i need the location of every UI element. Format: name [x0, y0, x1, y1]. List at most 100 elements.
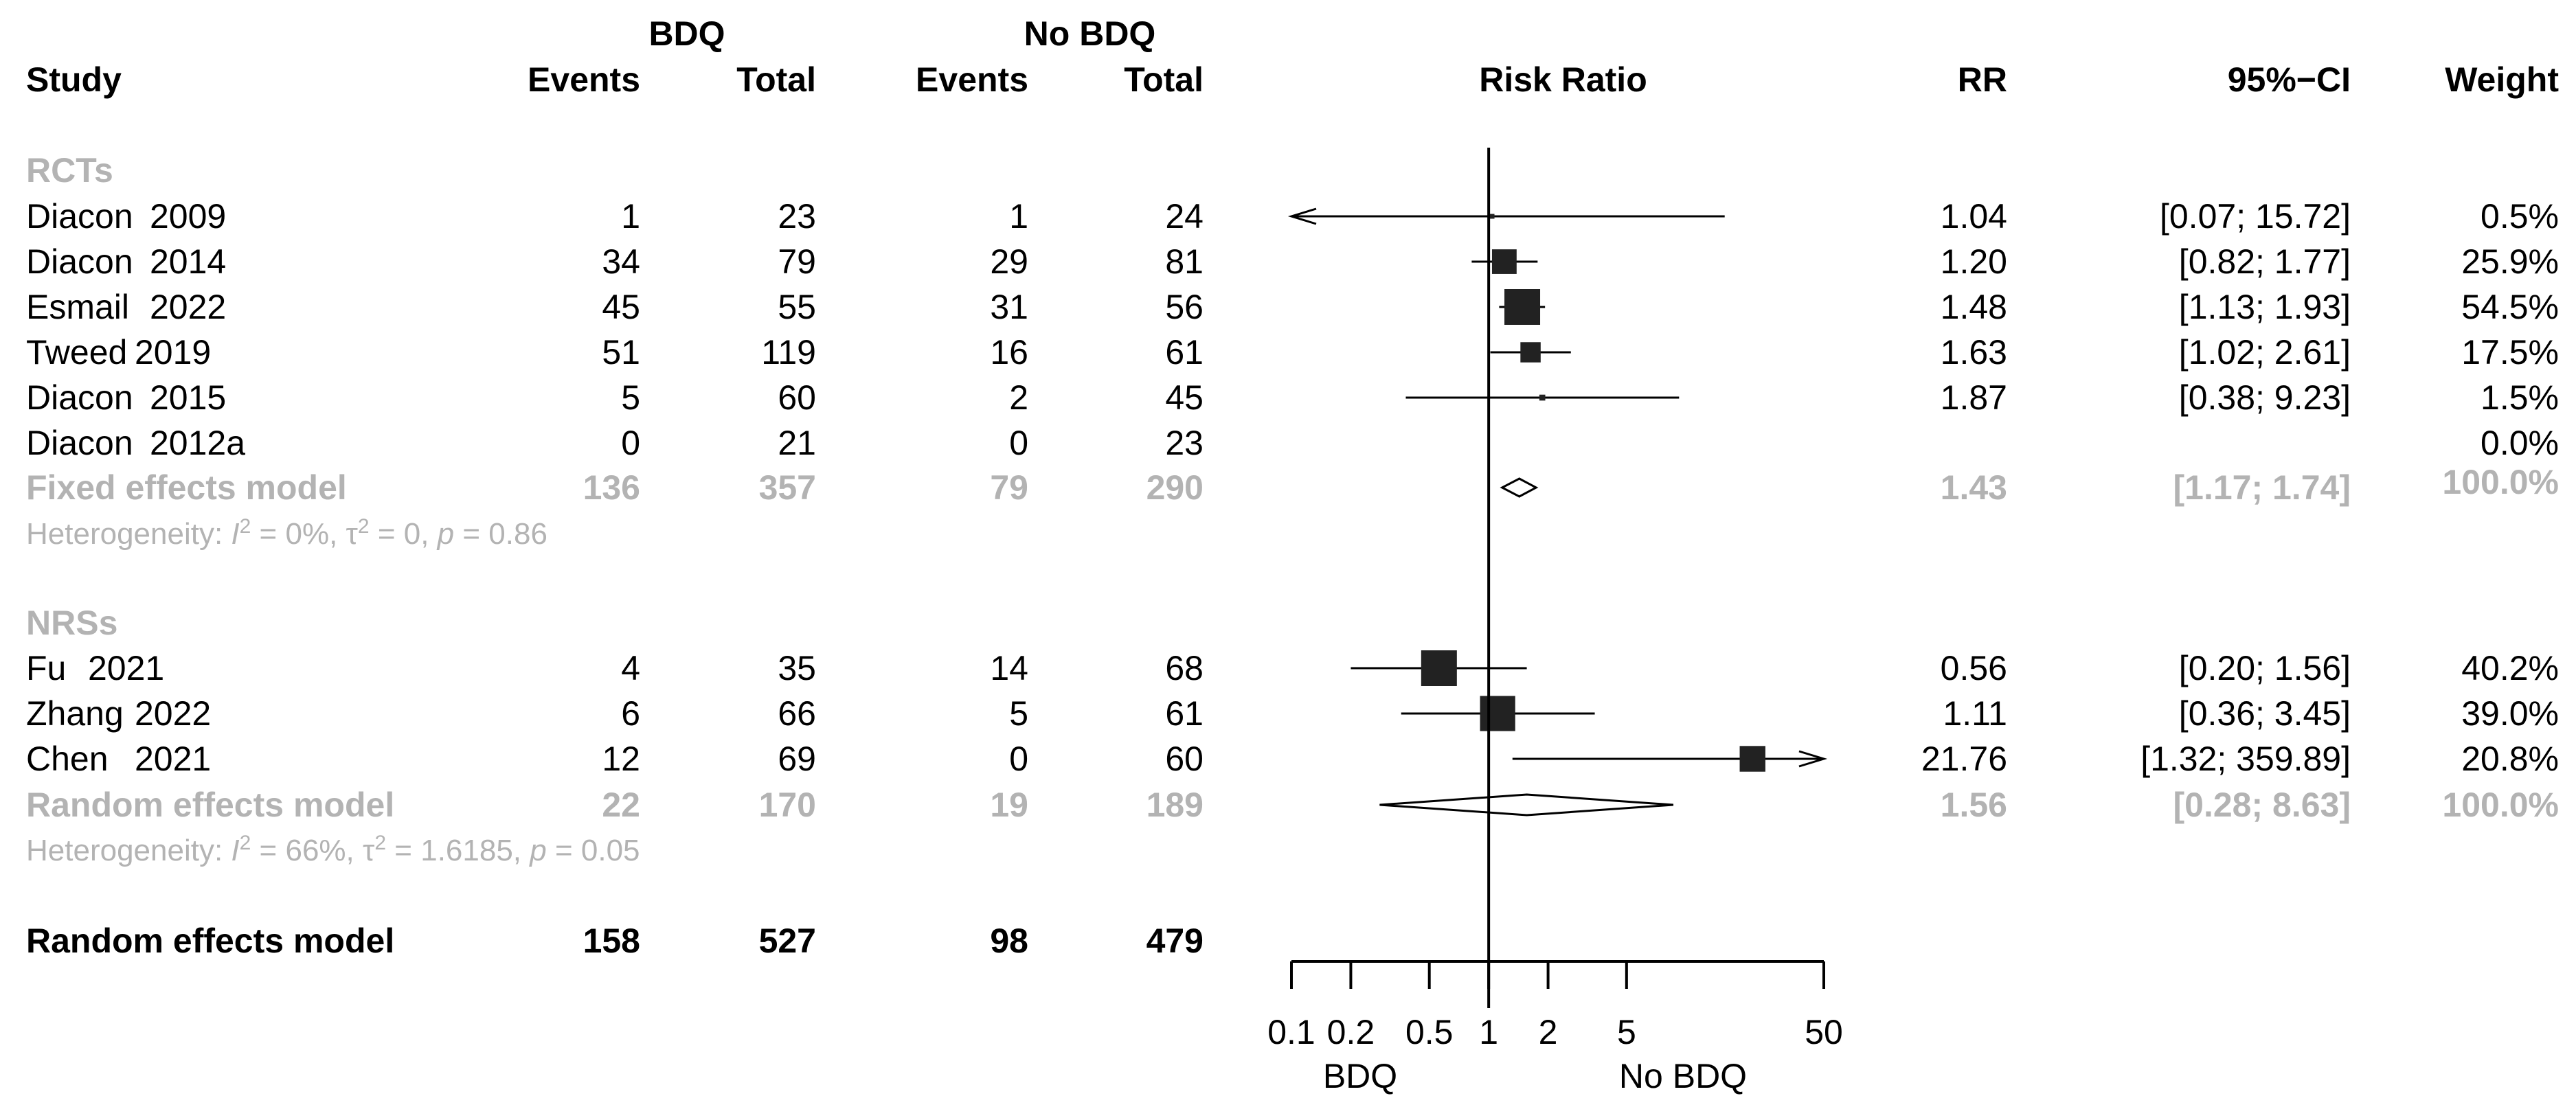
heterogeneity-text: Heterogeneity: I2 = 0%, τ2 = 0, p = 0.86	[26, 515, 547, 551]
subgroup-summary-events2: 79	[990, 468, 1028, 507]
study-name: Diacon	[26, 378, 133, 417]
overall-total1: 527	[759, 922, 816, 960]
heterogeneity-part: = 0,	[370, 517, 438, 551]
subgroup-summary-label: Fixed effects model	[26, 468, 347, 507]
study-events2: 0	[1009, 424, 1028, 462]
study-events2: 14	[990, 649, 1028, 687]
study-total2: 68	[1165, 649, 1204, 687]
study-rr: 1.63	[1941, 333, 2007, 372]
subgroup-summary-weight: 100.0%	[2442, 786, 2559, 824]
study-events2: 29	[990, 242, 1028, 281]
study-total1: 69	[778, 740, 816, 778]
summary-diamond	[1500, 477, 1539, 498]
study-total2: 56	[1165, 288, 1204, 326]
study-rr: 1.11	[1943, 694, 2007, 733]
subgroup-summary-weight: 100.0%	[2442, 463, 2559, 501]
study-name: Tweed	[26, 333, 127, 372]
study-rr: 1.04	[1941, 197, 2007, 236]
summary-diamond	[1379, 793, 1674, 817]
heterogeneity-part: 2	[374, 832, 386, 854]
heterogeneity-part: Heterogeneity:	[26, 517, 231, 551]
subgroup-summary-rr: 1.43	[1941, 468, 2007, 507]
study-effect-square	[1421, 650, 1457, 686]
study-total2: 23	[1165, 424, 1204, 462]
ci-arrow	[1798, 750, 1828, 768]
study-column-header: Study	[26, 60, 122, 99]
overall-events1: 158	[583, 922, 640, 960]
study-weight: 17.5%	[2461, 333, 2559, 372]
group2-header: No BDQ	[1024, 14, 1156, 53]
study-weight: 0.5%	[2481, 197, 2559, 236]
study-row: Diacon 2014	[26, 242, 226, 281]
study-events1: 34	[602, 242, 640, 281]
subgroup-summary-ci: [0.28; 8.63]	[2173, 786, 2351, 824]
subgroup-summary-events1: 22	[602, 786, 640, 824]
heterogeneity-part: 2	[240, 832, 251, 854]
study-name: Fu	[26, 649, 66, 687]
study-total2: 60	[1165, 740, 1204, 778]
subgroup-summary-total1: 170	[759, 786, 816, 824]
overall-total2: 479	[1146, 922, 1204, 960]
study-rr: 1.87	[1941, 378, 2007, 417]
heterogeneity-part: 2	[240, 515, 251, 538]
heterogeneity-part: Heterogeneity:	[26, 834, 231, 867]
study-weight: 1.5%	[2481, 378, 2559, 417]
study-effect-square	[1504, 289, 1541, 325]
x-tick-label: 2	[1539, 1013, 1558, 1051]
subgroup-label: RCTs	[26, 151, 113, 190]
study-effect-square	[1480, 696, 1515, 731]
study-ci: [1.13; 1.93]	[2179, 288, 2351, 326]
axis-right-label: No BDQ	[1619, 1057, 1747, 1095]
study-events1: 4	[621, 649, 640, 687]
study-total1: 119	[761, 333, 816, 372]
study-row: Tweed 2019	[26, 333, 211, 372]
subgroup-summary-events1: 136	[583, 468, 640, 507]
study-total2: 24	[1165, 197, 1204, 236]
heterogeneity-part: = 66%,	[251, 834, 363, 867]
study-rr: 21.76	[1921, 740, 2007, 778]
study-ci: [0.38; 9.23]	[2179, 378, 2351, 417]
study-name: Chen	[26, 740, 109, 778]
study-effect-square	[1520, 342, 1541, 363]
heterogeneity-part: τ	[363, 834, 375, 867]
study-total1: 23	[778, 197, 816, 236]
study-total2: 81	[1165, 242, 1204, 281]
study-effect-square	[1491, 249, 1517, 274]
study-total2: 45	[1165, 378, 1204, 417]
study-effect-square	[1539, 394, 1546, 401]
study-events2: 2	[1009, 378, 1028, 417]
study-weight: 40.2%	[2461, 649, 2559, 687]
study-weight: 25.9%	[2461, 242, 2559, 281]
events1-column-header: Events	[528, 60, 640, 99]
study-events2: 16	[990, 333, 1028, 372]
heterogeneity-part: τ	[346, 517, 359, 551]
group1-header: BDQ	[648, 14, 725, 53]
heterogeneity-text: Heterogeneity: I2 = 66%, τ2 = 1.6185, p …	[26, 832, 640, 868]
subgroup-summary-total2: 189	[1146, 786, 1204, 824]
study-events1: 45	[602, 288, 640, 326]
study-total1: 66	[778, 694, 816, 733]
study-rr: 1.20	[1941, 242, 2007, 281]
x-tick-label: 0.1	[1267, 1013, 1315, 1051]
study-total1: 79	[778, 242, 816, 281]
heterogeneity-part: p	[436, 517, 454, 551]
heterogeneity-part: = 1.6185,	[386, 834, 530, 867]
x-tick-label: 5	[1617, 1013, 1636, 1051]
overall-label: Random effects model	[26, 922, 394, 960]
x-tick-label: 0.2	[1327, 1013, 1375, 1051]
study-rr: 0.56	[1941, 649, 2007, 687]
study-row: Chen 2021	[26, 740, 211, 778]
ci-arrow	[1287, 207, 1317, 225]
study-rr: 1.48	[1941, 288, 2007, 326]
study-year: 2019	[135, 333, 211, 372]
study-year: 2012a	[150, 424, 245, 462]
study-events1: 6	[621, 694, 640, 733]
study-events2: 31	[990, 288, 1028, 326]
ci-column-header: 95%−CI	[2228, 60, 2351, 99]
study-events1: 0	[621, 424, 640, 462]
study-ci: [1.02; 2.61]	[2179, 333, 2351, 372]
study-effect-square	[1489, 214, 1495, 219]
overall-events2: 98	[990, 922, 1028, 960]
subgroup-summary-rr: 1.56	[1941, 786, 2007, 824]
